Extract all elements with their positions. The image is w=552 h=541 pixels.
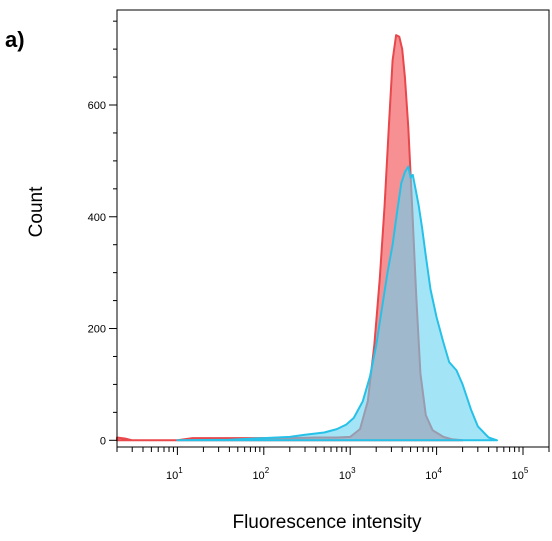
y-axis-ticks: 0 200 400 600 [88, 20, 117, 447]
y-axis-label: Count [26, 186, 47, 237]
y-tick-label: 200 [88, 324, 106, 336]
y-tick-label: 600 [88, 100, 106, 112]
x-tick-label: 101 [166, 466, 183, 482]
histogram-areas [116, 34, 498, 442]
x-tick-label: 103 [339, 466, 356, 482]
y-tick-label: 400 [88, 212, 106, 224]
x-axis-ticks: 101 102 103 104 105 [116, 447, 550, 482]
plot-frame [116, 9, 550, 448]
x-tick-label: 105 [512, 466, 529, 482]
y-tick-label: 0 [100, 435, 106, 447]
x-axis-label: Fluorescence intensity [232, 512, 422, 533]
panel-label: a) [5, 27, 25, 52]
x-tick-label: 104 [425, 466, 442, 482]
series-area-2 [176, 165, 498, 442]
x-tick-label: 102 [252, 466, 269, 482]
